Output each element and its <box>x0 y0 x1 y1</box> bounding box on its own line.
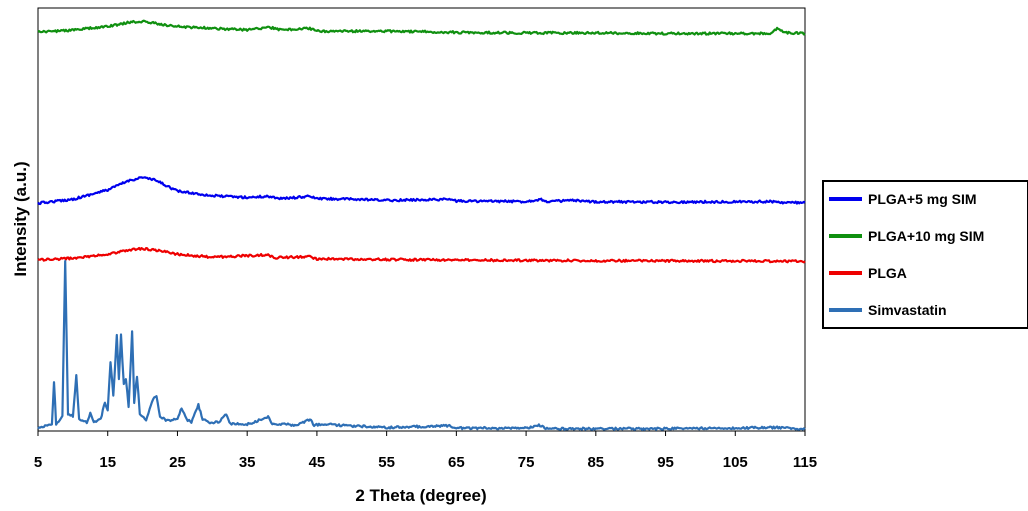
x-tick-label: 65 <box>448 454 465 471</box>
x-axis: 5 15 25 35 45 55 65 75 85 95 105 115 <box>34 431 817 471</box>
x-tick-label: 15 <box>99 454 116 471</box>
legend-item: PLGA+5 mg SIM <box>829 191 977 207</box>
legend-items: PLGA+5 mg SIM PLGA+10 mg SIM PLGA Simvastat… <box>829 191 984 318</box>
legend-item: PLGA+10 mg SIM <box>829 228 984 244</box>
x-tick-label: 75 <box>518 454 535 471</box>
x-tick-label: 85 <box>587 454 604 471</box>
x-tick-label: 35 <box>239 454 256 471</box>
x-tick-label: 55 <box>378 454 395 471</box>
legend: PLGA+5 mg SIM PLGA+10 mg SIM PLGA Simvastat… <box>822 180 1028 329</box>
series-line-simvastatin <box>37 260 806 431</box>
series-line-plga-5-mg-sim <box>37 176 806 206</box>
x-tick-label: 105 <box>723 454 748 471</box>
legend-box <box>822 180 1028 329</box>
legend-item: PLGA <box>829 265 907 281</box>
legend-item: Simvastatin <box>829 302 947 318</box>
y-axis-title: Intensity (a.u.) <box>11 161 30 276</box>
x-tick-label: 5 <box>34 454 42 471</box>
x-axis-title: 2 Theta (degree) <box>355 486 486 505</box>
series-layer <box>37 19 806 431</box>
series-line-plga <box>37 246 806 264</box>
legend-label: Simvastatin <box>868 302 947 318</box>
plot-area <box>37 7 806 432</box>
x-tick-label: 25 <box>169 454 186 471</box>
x-tick-label: 115 <box>793 454 817 471</box>
series-line-plga-10-mg-sim <box>37 19 806 36</box>
x-tick-label: 45 <box>309 454 326 471</box>
legend-label: PLGA <box>868 265 907 281</box>
legend-label: PLGA+5 mg SIM <box>868 191 977 207</box>
legend-label: PLGA+10 mg SIM <box>868 228 984 244</box>
x-tick-label: 95 <box>657 454 674 471</box>
